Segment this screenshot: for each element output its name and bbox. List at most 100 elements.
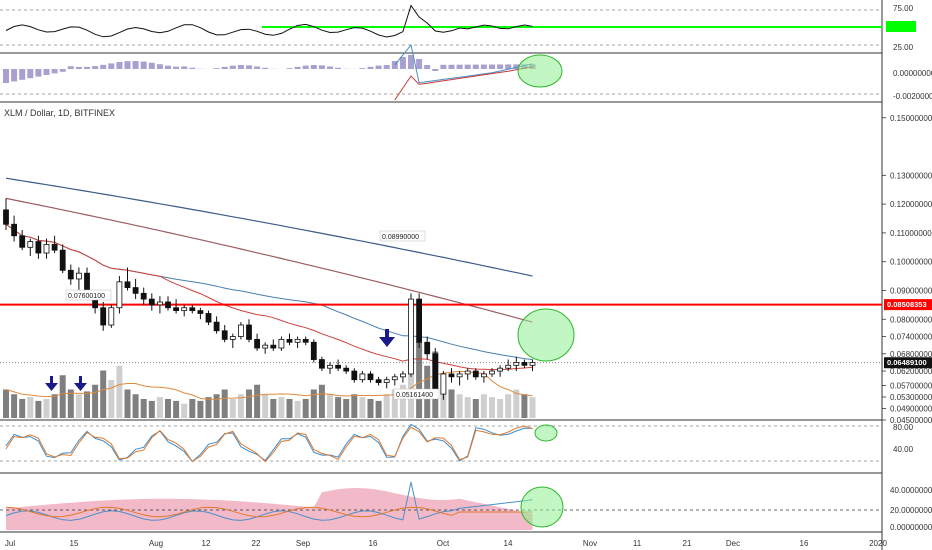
price-axis-ticks: 0.15000000 0.13000000 0.12000000 0.11000000… — [882, 114, 932, 425]
candle-body — [148, 298, 155, 306]
volume-bar — [497, 399, 504, 418]
macd-histogram-bar — [189, 67, 196, 69]
volume-bar — [416, 342, 423, 418]
candle-body — [262, 344, 269, 349]
volume-bar — [189, 399, 196, 418]
macd-histogram-bar — [43, 69, 50, 75]
candle-body — [100, 307, 107, 326]
ma-100-line — [5, 197, 533, 323]
candle-body — [254, 339, 261, 349]
macd-histogram-bar — [286, 68, 293, 69]
volume-bar — [197, 400, 204, 418]
macd-histogram-bar — [302, 65, 309, 69]
price-tick-label: 0.04500000 — [890, 416, 932, 425]
macd-histogram-bar — [254, 66, 261, 69]
time-tick-label: Dec — [726, 539, 740, 548]
volume-bar — [359, 397, 366, 418]
volume-bar — [108, 380, 115, 418]
ma-200-line — [5, 177, 533, 277]
macd-histogram — [3, 55, 536, 83]
rsi-tick-25: 25.00 — [893, 43, 914, 52]
macd-histogram-bar — [148, 62, 155, 69]
candle-body — [359, 373, 366, 381]
candle-body — [76, 272, 82, 280]
candle-body — [237, 324, 244, 337]
stoch-pane: 80.00 40.00 — [0, 423, 914, 463]
macd-histogram-bar — [237, 65, 244, 69]
volume-bar — [51, 394, 58, 418]
candle-body — [51, 244, 58, 251]
volume-bar — [343, 399, 350, 418]
adx-tick-0: 0.00000000 — [890, 523, 932, 532]
low-marker-box-1 — [65, 289, 112, 301]
candle-body — [472, 370, 479, 378]
down-arrow-icon — [379, 329, 395, 347]
candle-body — [59, 249, 66, 271]
price-tick-label: 0.05300000 — [890, 393, 932, 402]
macd-histogram-bar — [100, 64, 107, 69]
candle-body — [189, 307, 196, 312]
adx-highlight-circle — [520, 486, 564, 528]
volume-bar — [391, 389, 398, 418]
candle-body — [375, 379, 382, 383]
macd-histogram-bar — [456, 64, 463, 69]
price-tick-label: 0.09000000 — [890, 286, 932, 295]
adx-tick-40: 40.00000000 — [890, 486, 932, 495]
volume-bar — [84, 391, 90, 418]
volume-bar — [456, 394, 463, 418]
candle-body — [43, 244, 50, 254]
macd-histogram-bar — [124, 61, 131, 69]
low-marker-label-2: 0.05161400 — [396, 392, 433, 399]
candle-body — [11, 223, 18, 237]
volume-bar — [229, 399, 236, 418]
macd-tick-0: 0.00000000 — [893, 69, 932, 78]
rsi-level-tag-text: 60.00 — [890, 22, 909, 31]
macd-histogram-bar — [116, 62, 123, 69]
candle-body — [67, 269, 74, 280]
macd-histogram-bar — [19, 69, 26, 80]
macd-histogram-bar — [294, 66, 301, 69]
candle-body — [19, 235, 26, 248]
volume-bar — [464, 397, 471, 418]
candle-body — [521, 362, 528, 366]
macd-histogram-bar — [513, 64, 520, 69]
candle-body — [221, 330, 228, 340]
volume-bar — [335, 397, 342, 418]
macd-histogram-bar — [472, 64, 479, 69]
volume-bar — [472, 399, 479, 418]
candle-body — [456, 373, 463, 378]
current-price-tag — [884, 357, 932, 369]
volume-bar — [529, 397, 536, 418]
volume-bar — [513, 389, 520, 418]
candle-body — [108, 307, 115, 326]
macd-histogram-bar — [173, 66, 180, 69]
candle-body — [432, 353, 439, 395]
ma-20-line — [5, 223, 533, 371]
candle-body — [302, 339, 309, 343]
candle-body — [343, 367, 350, 372]
volume-moving-average — [5, 370, 533, 400]
volume-bar — [480, 394, 487, 418]
volume-bar — [278, 397, 285, 418]
time-tick-label: 16 — [800, 539, 809, 548]
adx-tick-20: 20.00000000 — [890, 506, 932, 515]
rsi-level-tag — [886, 21, 916, 32]
time-tick-label: Oct — [437, 539, 450, 548]
di-minus-line — [5, 506, 533, 518]
candle-body — [489, 370, 495, 375]
time-tick-label: Aug — [149, 539, 163, 548]
candle-body — [416, 298, 423, 343]
volume-bar — [67, 389, 74, 418]
price-highlight-circle — [517, 308, 575, 362]
macd-histogram-bar — [84, 66, 90, 69]
adx-area — [6, 488, 533, 530]
macd-histogram-bar — [448, 64, 455, 69]
volume-bar — [254, 384, 261, 418]
volume-bar — [521, 394, 528, 418]
volume-bar — [100, 370, 107, 418]
di-plus-line — [5, 481, 533, 521]
time-tick-label: 12 — [202, 539, 211, 548]
volume-bar — [19, 399, 26, 418]
macd-pane: 0.00000000 -0.00200000 — [0, 43, 932, 101]
